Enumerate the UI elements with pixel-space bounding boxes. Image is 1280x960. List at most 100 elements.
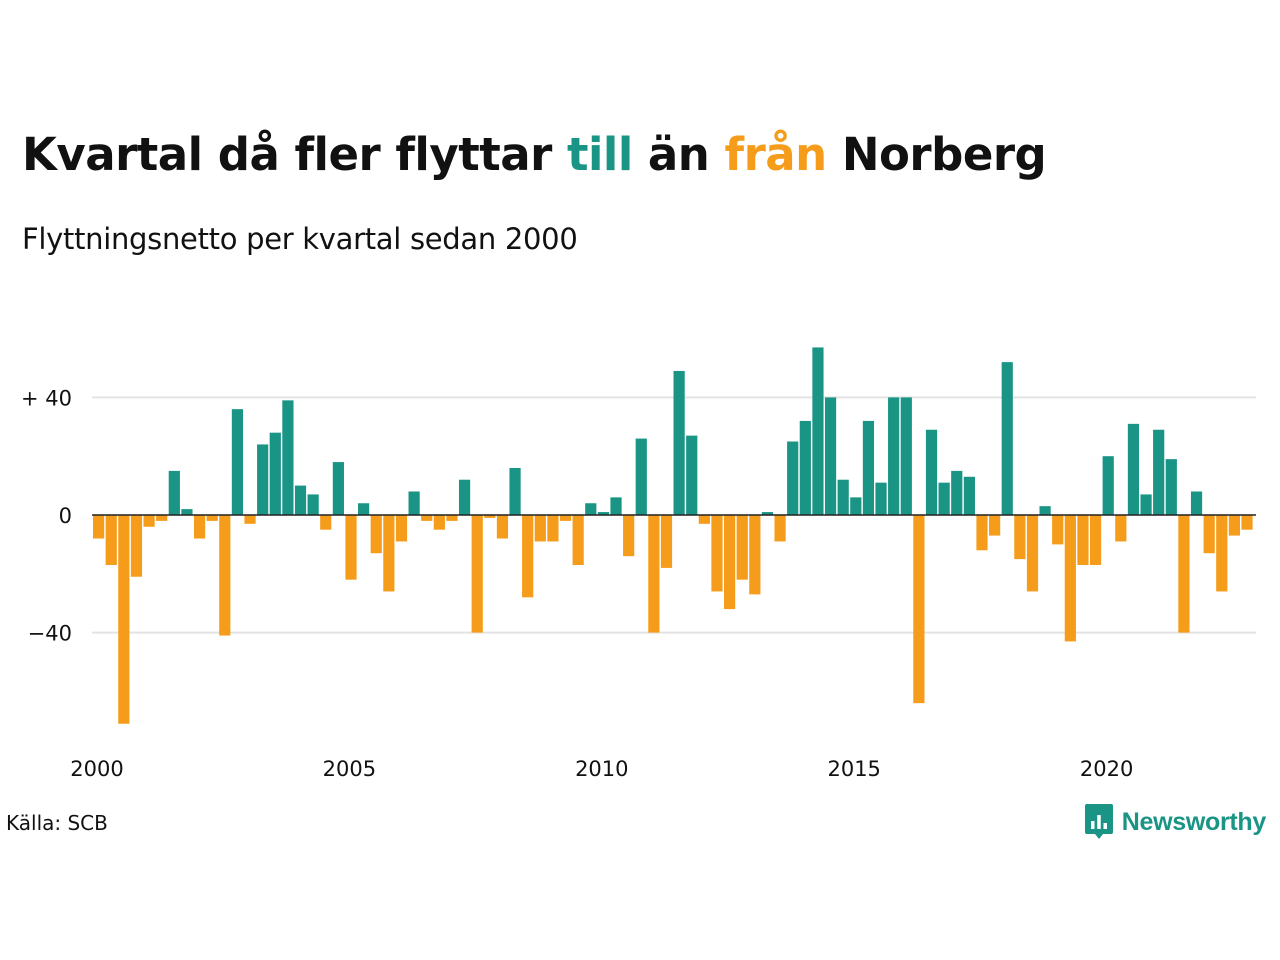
bar — [976, 515, 988, 551]
bar — [888, 397, 900, 515]
bar — [1039, 506, 1051, 515]
bar — [294, 485, 307, 515]
bar — [749, 515, 761, 595]
bar — [635, 438, 647, 515]
bar — [862, 420, 875, 515]
x-tick-label: 2010 — [575, 757, 628, 781]
bar — [370, 515, 382, 554]
x-tick-label: 2005 — [323, 757, 376, 781]
bar — [130, 515, 143, 577]
bar — [345, 515, 357, 580]
bar — [812, 347, 824, 515]
title-part-3: Norberg — [826, 128, 1047, 181]
bar — [1001, 362, 1013, 515]
bar — [522, 515, 534, 598]
bar — [257, 444, 269, 515]
bar — [963, 476, 975, 515]
bar — [219, 515, 231, 636]
bar — [761, 512, 774, 515]
bar — [1190, 491, 1203, 515]
bar — [824, 397, 837, 515]
title-part-2: än — [632, 128, 725, 181]
bar — [307, 494, 319, 515]
bar — [559, 515, 572, 521]
bar — [206, 515, 218, 521]
bar — [193, 515, 206, 539]
title-fran-highlight: från — [724, 128, 828, 181]
bar — [686, 435, 698, 515]
bar — [320, 515, 332, 530]
bar — [1014, 515, 1026, 560]
bar — [93, 515, 105, 539]
bar — [900, 397, 912, 515]
bar — [383, 515, 395, 592]
bar — [143, 515, 155, 527]
bar — [774, 515, 786, 542]
chart-subtitle: Flyttningsnetto per kvartal sedan 2000 — [22, 222, 578, 256]
bar — [1140, 494, 1152, 515]
title-till-highlight: till — [566, 128, 633, 181]
bar — [358, 503, 370, 515]
bar — [1052, 515, 1064, 545]
chart-title: Kvartal då fler flyttar till än från Nor… — [22, 128, 1047, 181]
y-tick-label: −40 — [28, 622, 72, 646]
bar — [484, 515, 496, 518]
bar — [1216, 515, 1228, 592]
bar — [168, 470, 180, 515]
x-tick-label: 2020 — [1080, 757, 1133, 781]
y-tick-label: + 40 — [21, 386, 72, 410]
newsworthy-chart-icon — [1084, 804, 1113, 839]
bar — [269, 432, 281, 515]
bar — [1026, 515, 1039, 592]
bar — [471, 515, 483, 633]
bars — [93, 347, 1253, 724]
bar — [1241, 515, 1253, 530]
bar — [724, 515, 736, 610]
bar — [496, 515, 509, 539]
bar — [433, 515, 445, 530]
bar — [875, 482, 887, 515]
bar — [623, 515, 635, 557]
bar — [1203, 515, 1215, 554]
bar — [1127, 423, 1140, 515]
bar — [156, 515, 168, 521]
bar — [736, 515, 748, 580]
bar — [244, 515, 256, 524]
y-tick-label: 0 — [59, 504, 72, 528]
bar — [938, 482, 950, 515]
bar — [698, 515, 710, 524]
bar — [421, 515, 433, 521]
bar — [118, 515, 130, 724]
bar — [408, 491, 420, 515]
bar — [1115, 515, 1127, 542]
bar — [332, 462, 344, 515]
bar — [1228, 515, 1240, 536]
bar — [989, 515, 1001, 536]
bar — [913, 515, 925, 704]
x-axis-labels: 2000 2005 2010 2015 2020 — [70, 757, 1133, 781]
bar — [1165, 459, 1177, 515]
bar — [673, 370, 685, 515]
bar — [925, 429, 938, 515]
bar — [1064, 515, 1076, 642]
bar — [547, 515, 559, 542]
bar — [282, 400, 294, 515]
bar — [1077, 515, 1089, 565]
bar — [105, 515, 117, 565]
bar — [597, 512, 609, 515]
brand-name: Newsworthy — [1121, 807, 1267, 836]
bar — [711, 515, 723, 592]
bar — [181, 509, 193, 515]
bar — [446, 515, 458, 521]
bar — [837, 479, 849, 515]
bar — [1089, 515, 1102, 565]
bar — [572, 515, 584, 565]
bar-chart: + 40 0 −40 2000 2005 2010 2015 2020 — [21, 347, 1256, 781]
bar — [850, 497, 862, 515]
bar — [585, 503, 597, 515]
source-note: Källa: SCB — [6, 811, 108, 835]
bar — [534, 515, 546, 542]
bar — [951, 470, 963, 515]
bar — [799, 420, 811, 515]
bar — [610, 497, 622, 515]
